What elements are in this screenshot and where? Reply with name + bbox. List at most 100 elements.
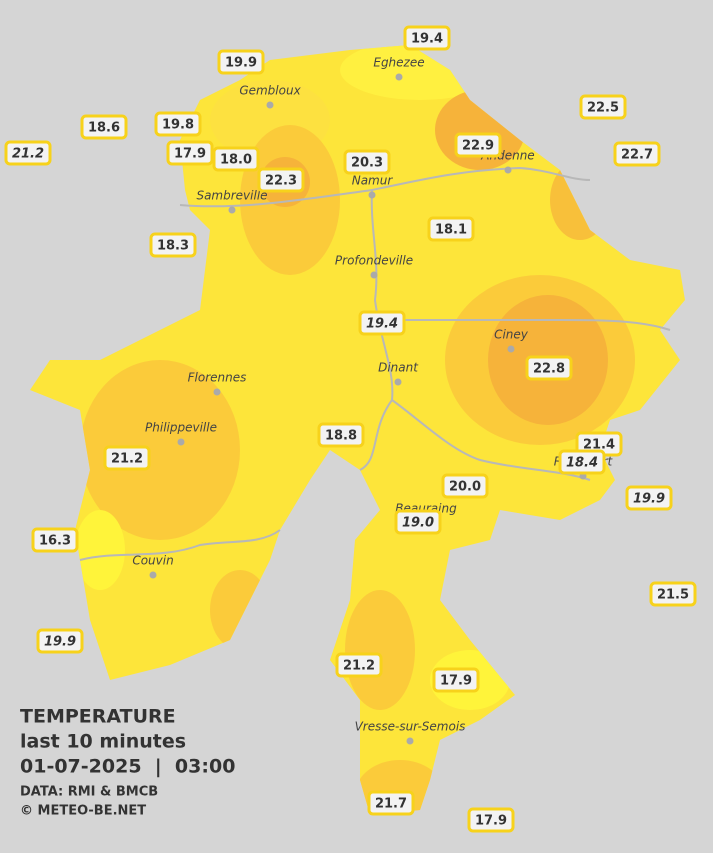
station: 21.7: [367, 790, 415, 816]
station-temp: 18.0: [220, 153, 252, 168]
station-temp: 19.9: [225, 56, 257, 71]
station-temp: 21.2: [12, 147, 44, 162]
station-box: [367, 790, 415, 816]
station: 18.0: [212, 146, 260, 172]
station-box: [343, 149, 391, 175]
station-temp: 18.6: [88, 121, 120, 136]
station-box: [625, 485, 673, 511]
station-box: [441, 473, 489, 499]
city-dot: [177, 438, 185, 446]
city-dot: [368, 191, 376, 199]
station-box: [467, 807, 515, 833]
station-box: [335, 652, 383, 678]
station-temp: 22.9: [462, 139, 494, 154]
station-box: [579, 94, 627, 120]
station: 16.3: [31, 527, 79, 553]
station-temp: 19.9: [44, 635, 76, 650]
city-dot: [395, 73, 403, 81]
city-dot: [266, 101, 274, 109]
station-temp: 19.0: [402, 516, 434, 531]
city-dot: [406, 737, 414, 745]
station: 22.5: [579, 94, 627, 120]
city-dot: [228, 206, 236, 214]
city-name: Philippeville: [145, 421, 217, 435]
station: 22.3: [257, 167, 305, 193]
station-box: [525, 355, 573, 381]
station: 17.9: [166, 140, 214, 166]
city-dot: [507, 345, 515, 353]
station: 20.0: [441, 473, 489, 499]
station-box: [154, 111, 202, 137]
legend-source: DATA: RMI & BMCB: [20, 785, 158, 800]
city-dot: [504, 166, 512, 174]
station: 18.8: [317, 422, 365, 448]
station-temp: 18.1: [435, 223, 467, 238]
station-box: [317, 422, 365, 448]
station-box: [166, 140, 214, 166]
station: 21.2: [335, 652, 383, 678]
station-temp: 20.0: [449, 480, 481, 495]
legend-copyright: © METEO-BE.NET: [20, 804, 146, 819]
station-temp: 21.2: [343, 659, 375, 674]
station-temp: 22.8: [533, 362, 565, 377]
city-dot: [394, 378, 402, 386]
station-temp: 22.5: [587, 101, 619, 116]
station-temp: 17.9: [440, 674, 472, 689]
rivers: [79, 166, 671, 561]
city-name: Florennes: [188, 371, 247, 385]
station: 21.2: [4, 140, 52, 166]
station: 19.0: [394, 509, 442, 535]
station-box: [394, 509, 442, 535]
station-temp: 18.4: [566, 456, 598, 471]
station: 19.8: [154, 111, 202, 137]
city-dot: [213, 388, 221, 396]
station: 21.5: [649, 581, 697, 607]
station: 19.4: [358, 310, 406, 336]
legend-title: TEMPERATURE: [20, 706, 176, 728]
station: 18.1: [427, 216, 475, 242]
city-name: Couvin: [132, 554, 173, 568]
station-box: [149, 232, 197, 258]
station-box: [31, 527, 79, 553]
station-box: [558, 449, 606, 475]
station-box: [403, 25, 451, 51]
station-box: [80, 114, 128, 140]
station-temp: 18.8: [325, 429, 357, 444]
station-temp: 16.3: [39, 534, 71, 549]
city-name: Vresse-sur-Semois: [355, 720, 466, 734]
city-name: Sambreville: [196, 189, 267, 203]
city-name: Namur: [352, 174, 394, 188]
station-temp: 17.9: [174, 147, 206, 162]
station-temp: 21.5: [657, 588, 689, 603]
legend-datetime: 01-07-2025 | 03:00: [20, 756, 235, 778]
station: 18.6: [80, 114, 128, 140]
station-box: [427, 216, 475, 242]
station-temp: 22.7: [621, 148, 653, 163]
city-dot: [149, 571, 157, 579]
station-temp: 19.4: [366, 317, 398, 332]
station-temp: 20.3: [351, 156, 383, 171]
station: 21.2: [103, 445, 151, 471]
station-box: [358, 310, 406, 336]
city-name: Ciney: [494, 328, 529, 342]
station-temp: 21.7: [375, 797, 407, 812]
station-temp: 19.9: [633, 492, 665, 507]
station-box: [103, 445, 151, 471]
station-temp: 19.4: [411, 32, 443, 47]
city-name: Eghezee: [373, 56, 424, 70]
station-box: [649, 581, 697, 607]
station-temp: 19.8: [162, 118, 194, 133]
station: 19.9: [36, 628, 84, 654]
station-temp: 21.4: [583, 438, 615, 453]
station: 18.3: [149, 232, 197, 258]
station: 19.9: [625, 485, 673, 511]
station: 22.8: [525, 355, 573, 381]
station-box: [217, 49, 265, 75]
station-box: [4, 140, 52, 166]
station-box: [36, 628, 84, 654]
station: 17.9: [432, 667, 480, 693]
legend-period: last 10 minutes: [20, 731, 186, 753]
station-temp: 17.9: [475, 814, 507, 829]
